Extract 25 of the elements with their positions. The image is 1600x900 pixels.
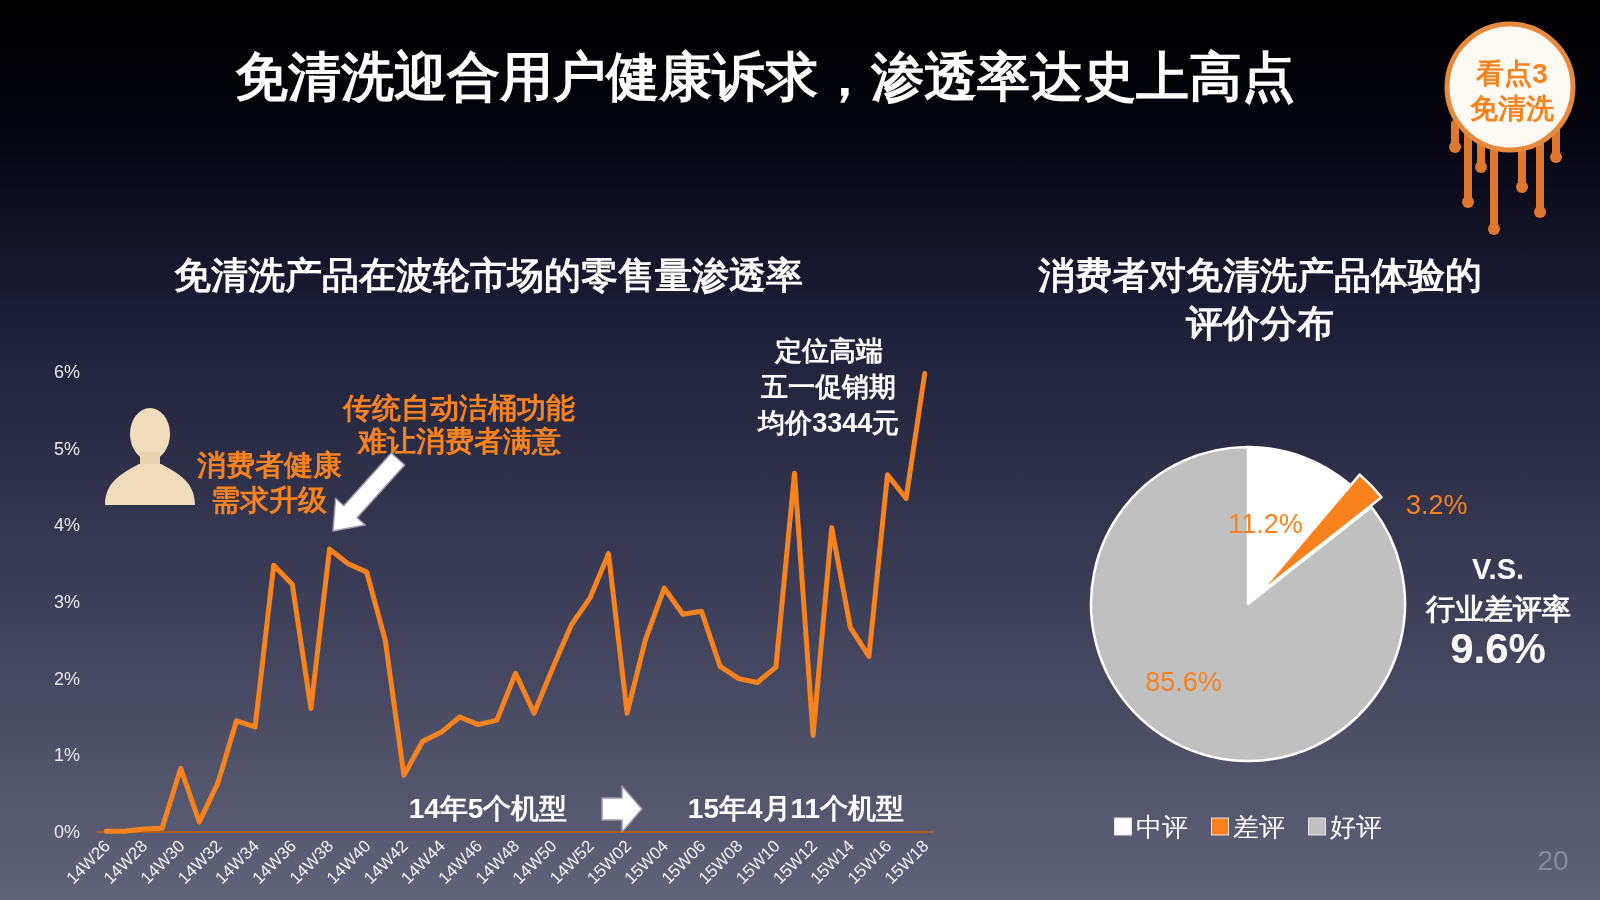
annotation: 定位高端五一促销期均价3344元: [756, 335, 900, 438]
y-tick-label: 4%: [53, 515, 80, 536]
text: 9.6%: [1450, 625, 1546, 672]
annotation: 消费者健康需求升级: [195, 449, 342, 516]
y-tick-label: 0%: [53, 822, 80, 842]
y-tick-label: 3%: [53, 592, 80, 612]
y-tick-label: 5%: [53, 438, 80, 459]
annotation: 14年5个机型: [408, 793, 568, 824]
chart-title: 免清洗产品在波轮市场的零售量渗透率: [173, 255, 803, 296]
data-label: 3.2%: [1405, 490, 1468, 521]
text: 看点3免清洗: [1470, 58, 1555, 124]
data-label: 11.2%: [1228, 508, 1303, 539]
annotation: 传统自动洁桶功能难让消费者满意: [342, 392, 575, 457]
text: 免清洗迎合用户健康诉求，渗透率达史上高点: [235, 47, 1295, 106]
text: V.S.: [1471, 553, 1525, 585]
text: 行业差评率: [1424, 593, 1571, 625]
legend-label: 差评: [1232, 812, 1285, 842]
y-tick-label: 6%: [53, 362, 80, 382]
slice-label: 好评: [1329, 812, 1382, 842]
data-label: 85.6%: [1145, 667, 1222, 698]
legend-label: 中评: [1135, 812, 1188, 842]
chart-title: 消费者对免清洗产品体验的评价分布: [1037, 255, 1482, 344]
annotation: 15年4月11个机型: [687, 793, 905, 824]
y-tick-label: 2%: [53, 668, 80, 689]
y-tick-label: 1%: [53, 745, 80, 766]
